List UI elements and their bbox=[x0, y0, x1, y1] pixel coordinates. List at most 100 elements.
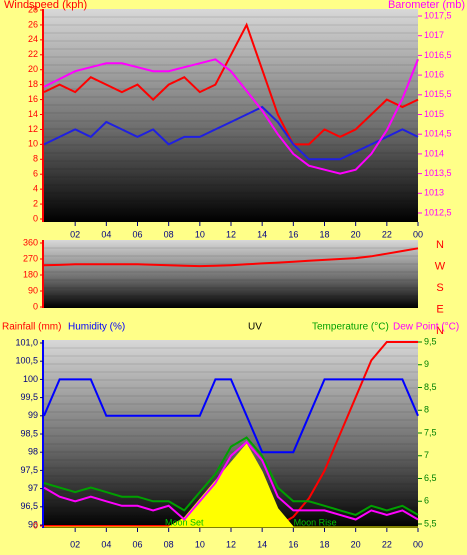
tick-label: 0 bbox=[33, 520, 38, 530]
tick-label: 101,0 bbox=[15, 337, 38, 347]
tick-label: 98,5 bbox=[20, 428, 38, 438]
series-header: UV bbox=[248, 322, 262, 333]
tick-label: 90 bbox=[28, 285, 38, 295]
tick-label: 1012,5 bbox=[424, 207, 452, 217]
tick-label: 24 bbox=[28, 34, 38, 44]
x-tick-label: 06 bbox=[132, 229, 142, 239]
tick-label: 9,5 bbox=[424, 336, 437, 346]
x-tick-label: 00 bbox=[413, 539, 423, 549]
tick-label: 1013 bbox=[424, 188, 444, 198]
tick-label: 8,5 bbox=[424, 382, 437, 392]
series-header: Dew Point (°C) bbox=[393, 322, 459, 333]
y-axis-title: Windspeed (kph) bbox=[4, 0, 87, 11]
tick-label: 2 bbox=[33, 198, 38, 208]
tick-label: 1015,5 bbox=[424, 89, 452, 99]
tick-label: 1014,5 bbox=[424, 129, 452, 139]
x-tick-label: 04 bbox=[101, 229, 111, 239]
tick-label: 18 bbox=[28, 79, 38, 89]
x-tick-label: 02 bbox=[70, 539, 80, 549]
x-tick-label: 04 bbox=[101, 539, 111, 549]
x-tick-label: 10 bbox=[195, 229, 205, 239]
tick-label: 5,5 bbox=[424, 518, 437, 528]
tick-label: 6,5 bbox=[424, 473, 437, 483]
tick-label: 9 bbox=[424, 359, 429, 369]
x-tick-label: 22 bbox=[382, 229, 392, 239]
tick-label: 7,5 bbox=[424, 427, 437, 437]
compass-label: S bbox=[436, 282, 443, 294]
tick-label: 100,5 bbox=[15, 356, 38, 366]
tick-label: 180 bbox=[23, 269, 38, 279]
tick-label: 270 bbox=[23, 253, 38, 263]
tick-label: 1017,5 bbox=[424, 10, 452, 20]
x-tick-label: 22 bbox=[382, 539, 392, 549]
tick-label: 7 bbox=[424, 450, 429, 460]
x-tick-label: 14 bbox=[257, 229, 267, 239]
series-line bbox=[43, 105, 419, 161]
tick-label: 8 bbox=[424, 405, 429, 415]
series-line bbox=[43, 436, 419, 516]
tick-label: 12 bbox=[28, 124, 38, 134]
tick-label: 99,5 bbox=[20, 392, 38, 402]
compass-label: W bbox=[435, 260, 446, 272]
series-line bbox=[43, 247, 419, 268]
x-tick-label: 18 bbox=[319, 229, 329, 239]
tick-label: 96,5 bbox=[20, 501, 38, 511]
tick-label: 10 bbox=[28, 139, 38, 149]
compass-label: N bbox=[436, 325, 444, 337]
x-tick-label: 12 bbox=[226, 539, 236, 549]
tick-label: 100 bbox=[23, 374, 38, 384]
x-tick-label: 06 bbox=[132, 539, 142, 549]
series-header: Rainfall (mm) bbox=[2, 322, 61, 333]
tick-label: 0 bbox=[33, 301, 38, 311]
series-header: Temperature (°C) bbox=[312, 322, 389, 333]
tick-label: 1016 bbox=[424, 69, 444, 79]
tick-label: 6 bbox=[33, 169, 38, 179]
tick-label: 0 bbox=[33, 213, 38, 223]
tick-label: 96 bbox=[28, 519, 38, 529]
x-tick-label: 12 bbox=[226, 229, 236, 239]
annotation: Moon Rise bbox=[294, 517, 337, 527]
series-line bbox=[43, 58, 419, 175]
tick-label: 97,5 bbox=[20, 465, 38, 475]
x-tick-label: 00 bbox=[413, 229, 423, 239]
tick-label: 22 bbox=[28, 49, 38, 59]
tick-label: 1015 bbox=[424, 109, 444, 119]
panel-background bbox=[44, 9, 418, 222]
tick-label: 6 bbox=[424, 496, 429, 506]
tick-label: 8 bbox=[33, 154, 38, 164]
tick-label: 98 bbox=[28, 447, 38, 457]
tick-label: 99 bbox=[28, 410, 38, 420]
series-line bbox=[43, 22, 419, 146]
compass-label: N bbox=[436, 239, 444, 251]
x-tick-label: 08 bbox=[164, 539, 174, 549]
annotation: Moon Set bbox=[165, 517, 204, 527]
tick-label: 97 bbox=[28, 483, 38, 493]
tick-label: 26 bbox=[28, 19, 38, 29]
tick-label: 16 bbox=[28, 94, 38, 104]
uv-area bbox=[44, 443, 418, 528]
tick-label: 1013,5 bbox=[424, 168, 452, 178]
series-header: Humidity (%) bbox=[68, 322, 125, 333]
tick-label: 1016,5 bbox=[424, 50, 452, 60]
tick-label: 14 bbox=[28, 109, 38, 119]
x-tick-label: 14 bbox=[257, 539, 267, 549]
x-tick-label: 10 bbox=[195, 539, 205, 549]
x-tick-label: 18 bbox=[319, 539, 329, 549]
x-tick-label: 20 bbox=[351, 229, 361, 239]
x-tick-label: 08 bbox=[164, 229, 174, 239]
x-tick-label: 16 bbox=[288, 229, 298, 239]
series-line bbox=[43, 440, 419, 521]
tick-label: 4 bbox=[33, 184, 38, 194]
tick-label: 360 bbox=[23, 237, 38, 247]
series-line bbox=[43, 378, 419, 454]
tick-label: 1014 bbox=[424, 148, 444, 158]
x-tick-label: 16 bbox=[288, 539, 298, 549]
tick-label: 20 bbox=[28, 64, 38, 74]
x-tick-label: 02 bbox=[70, 229, 80, 239]
y2-axis-title: Barometer (mb) bbox=[388, 0, 465, 11]
tick-label: 28 bbox=[28, 4, 38, 14]
panel-background bbox=[44, 240, 418, 308]
tick-label: 1017 bbox=[424, 30, 444, 40]
compass-label: E bbox=[436, 303, 443, 315]
